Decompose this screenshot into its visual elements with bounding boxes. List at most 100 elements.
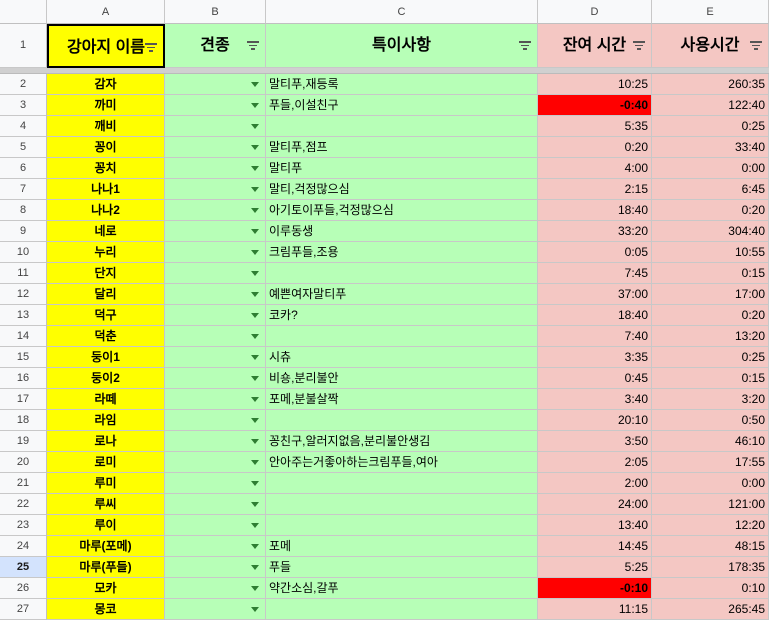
used-time-cell[interactable]: 260:35	[652, 74, 769, 95]
remaining-time-cell[interactable]: 11:15	[538, 599, 652, 620]
row-number[interactable]: 1	[0, 24, 47, 68]
remaining-time-cell[interactable]: 0:45	[538, 368, 652, 389]
breed-dropdown-cell[interactable]	[165, 347, 266, 368]
remaining-time-cell[interactable]: 2:00	[538, 473, 652, 494]
breed-dropdown-cell[interactable]	[165, 494, 266, 515]
breed-dropdown-cell[interactable]	[165, 242, 266, 263]
column-header-c[interactable]: C	[266, 0, 538, 24]
used-time-cell[interactable]: 3:20	[652, 389, 769, 410]
notes-cell[interactable]: 푸들,이설친구	[266, 95, 538, 116]
row-number[interactable]: 18	[0, 410, 47, 431]
notes-cell[interactable]	[266, 263, 538, 284]
dog-name-cell[interactable]: 몽코	[47, 599, 165, 620]
dropdown-arrow-icon[interactable]	[251, 607, 259, 612]
dog-name-cell[interactable]: 꽁이	[47, 137, 165, 158]
remaining-time-cell[interactable]: 4:00	[538, 158, 652, 179]
dog-name-cell[interactable]: 깨비	[47, 116, 165, 137]
breed-dropdown-cell[interactable]	[165, 515, 266, 536]
notes-cell[interactable]: 푸들	[266, 557, 538, 578]
breed-dropdown-cell[interactable]	[165, 578, 266, 599]
row-number[interactable]: 6	[0, 158, 47, 179]
remaining-time-cell[interactable]: 10:25	[538, 74, 652, 95]
breed-dropdown-cell[interactable]	[165, 368, 266, 389]
used-time-cell[interactable]: 0:25	[652, 116, 769, 137]
breed-dropdown-cell[interactable]	[165, 452, 266, 473]
row-number[interactable]: 4	[0, 116, 47, 137]
row-number[interactable]: 2	[0, 74, 47, 95]
used-time-cell[interactable]: 0:10	[652, 578, 769, 599]
dropdown-arrow-icon[interactable]	[251, 355, 259, 360]
used-time-cell[interactable]: 0:50	[652, 410, 769, 431]
breed-dropdown-cell[interactable]	[165, 137, 266, 158]
row-number[interactable]: 19	[0, 431, 47, 452]
dog-name-cell[interactable]: 루미	[47, 473, 165, 494]
dog-name-cell[interactable]: 덕춘	[47, 326, 165, 347]
dog-name-cell[interactable]: 루씨	[47, 494, 165, 515]
dog-name-cell[interactable]: 덕구	[47, 305, 165, 326]
row-number[interactable]: 9	[0, 221, 47, 242]
dropdown-arrow-icon[interactable]	[251, 418, 259, 423]
dog-name-cell[interactable]: 라임	[47, 410, 165, 431]
used-time-cell[interactable]: 0:15	[652, 263, 769, 284]
notes-cell[interactable]: 꽁친구,알러지없음,분리불안생김	[266, 431, 538, 452]
notes-cell[interactable]: 말티,걱정많으심	[266, 179, 538, 200]
row-number[interactable]: 7	[0, 179, 47, 200]
dropdown-arrow-icon[interactable]	[251, 82, 259, 87]
row-number[interactable]: 26	[0, 578, 47, 599]
notes-cell[interactable]: 크림푸들,조용	[266, 242, 538, 263]
breed-dropdown-cell[interactable]	[165, 473, 266, 494]
used-time-cell[interactable]: 0:25	[652, 347, 769, 368]
notes-cell[interactable]: 시츄	[266, 347, 538, 368]
notes-cell[interactable]: 이루동생	[266, 221, 538, 242]
breed-dropdown-cell[interactable]	[165, 263, 266, 284]
row-number[interactable]: 11	[0, 263, 47, 284]
row-number[interactable]: 15	[0, 347, 47, 368]
freeze-divider[interactable]	[0, 68, 769, 74]
dog-name-cell[interactable]: 까미	[47, 95, 165, 116]
dropdown-arrow-icon[interactable]	[251, 187, 259, 192]
used-time-cell[interactable]: 0:20	[652, 305, 769, 326]
breed-dropdown-cell[interactable]	[165, 536, 266, 557]
used-time-cell[interactable]: 17:00	[652, 284, 769, 305]
remaining-time-cell[interactable]: -0:40	[538, 95, 652, 116]
used-time-cell[interactable]: 6:45	[652, 179, 769, 200]
dropdown-arrow-icon[interactable]	[251, 229, 259, 234]
breed-dropdown-cell[interactable]	[165, 305, 266, 326]
breed-dropdown-cell[interactable]	[165, 557, 266, 578]
used-time-cell[interactable]: 48:15	[652, 536, 769, 557]
breed-dropdown-cell[interactable]	[165, 431, 266, 452]
dropdown-arrow-icon[interactable]	[251, 334, 259, 339]
breed-dropdown-cell[interactable]	[165, 599, 266, 620]
dog-name-cell[interactable]: 라떼	[47, 389, 165, 410]
remaining-time-cell[interactable]: 18:40	[538, 305, 652, 326]
remaining-time-cell[interactable]: 2:05	[538, 452, 652, 473]
row-number[interactable]: 22	[0, 494, 47, 515]
breed-dropdown-cell[interactable]	[165, 95, 266, 116]
dropdown-arrow-icon[interactable]	[251, 250, 259, 255]
notes-cell[interactable]	[266, 473, 538, 494]
remaining-time-cell[interactable]: 7:40	[538, 326, 652, 347]
remaining-time-cell[interactable]: 13:40	[538, 515, 652, 536]
remaining-time-cell[interactable]: 3:50	[538, 431, 652, 452]
column-header-b[interactable]: B	[165, 0, 266, 24]
remaining-time-cell[interactable]: 14:45	[538, 536, 652, 557]
dropdown-arrow-icon[interactable]	[251, 145, 259, 150]
row-number[interactable]: 5	[0, 137, 47, 158]
header-cell-remaining[interactable]: 잔여 시간	[538, 24, 652, 68]
remaining-time-cell[interactable]: 37:00	[538, 284, 652, 305]
dropdown-arrow-icon[interactable]	[251, 481, 259, 486]
used-time-cell[interactable]: 12:20	[652, 515, 769, 536]
remaining-time-cell[interactable]: 33:20	[538, 221, 652, 242]
notes-cell[interactable]: 아기토이푸들,걱정많으심	[266, 200, 538, 221]
dog-name-cell[interactable]: 둥이2	[47, 368, 165, 389]
dropdown-arrow-icon[interactable]	[251, 166, 259, 171]
notes-cell[interactable]: 말티푸	[266, 158, 538, 179]
notes-cell[interactable]: 포메,분불살짝	[266, 389, 538, 410]
breed-dropdown-cell[interactable]	[165, 116, 266, 137]
dropdown-arrow-icon[interactable]	[251, 292, 259, 297]
remaining-time-cell[interactable]: 5:25	[538, 557, 652, 578]
remaining-time-cell[interactable]: 3:40	[538, 389, 652, 410]
used-time-cell[interactable]: 46:10	[652, 431, 769, 452]
dog-name-cell[interactable]: 단지	[47, 263, 165, 284]
header-cell-notes[interactable]: 특이사항	[266, 24, 538, 68]
